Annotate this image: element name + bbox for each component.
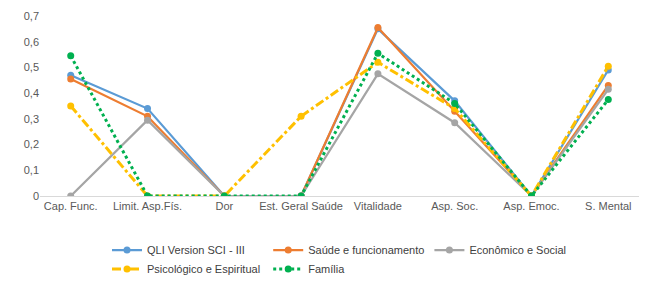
svg-text:0,2: 0,2 [24,138,39,150]
svg-text:Econômico e Social: Econômico e Social [469,244,566,256]
svg-text:0,6: 0,6 [24,36,39,48]
svg-text:Asp. Emoc.: Asp. Emoc. [503,200,559,212]
svg-text:Est. Geral Saúde: Est. Geral Saúde [259,200,343,212]
svg-text:QLI Version SCI - III: QLI Version SCI - III [147,244,245,256]
svg-text:0: 0 [33,190,39,202]
svg-text:0,7: 0,7 [24,10,39,22]
svg-text:0,3: 0,3 [24,113,39,125]
svg-text:Cap. Func.: Cap. Func. [44,200,98,212]
svg-text:0,4: 0,4 [24,87,39,99]
svg-text:Limit. Asp.Fís.: Limit. Asp.Fís. [113,200,182,212]
svg-text:0,1: 0,1 [24,164,39,176]
svg-text:Asp. Soc.: Asp. Soc. [431,200,478,212]
svg-text:Dor: Dor [215,200,233,212]
svg-text:Saúde e funcionamento: Saúde e funcionamento [308,244,424,256]
svg-text:Vitalidade: Vitalidade [354,200,402,212]
svg-text:Família: Família [308,263,345,275]
svg-text:0,5: 0,5 [24,61,39,73]
svg-text:Psicológico e Espiritual: Psicológico e Espiritual [147,263,260,275]
svg-text:S. Mental: S. Mental [585,200,631,212]
